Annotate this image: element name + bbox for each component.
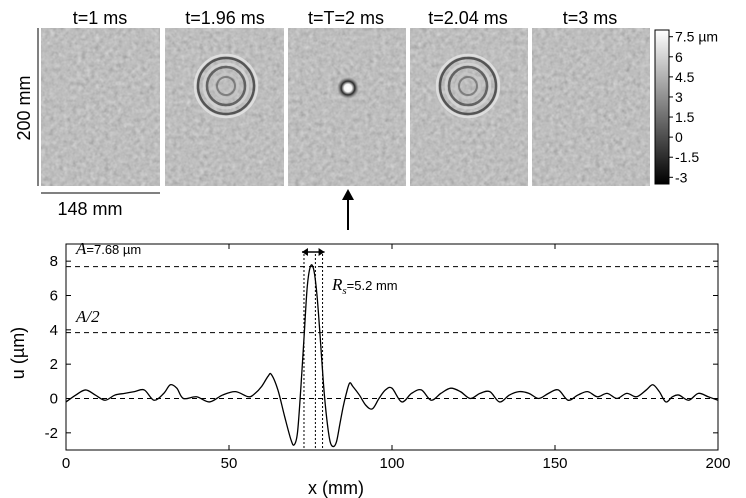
- x-tick-label: 0: [62, 455, 70, 472]
- half-amplitude-annotation: A/2: [75, 307, 100, 326]
- snapshot-figure: t=1 ms t=1.96 ms t=T=2 ms t=2.04 ms t=3 …: [14, 8, 718, 230]
- colorbar-tick-label: 7.5 µm: [675, 29, 718, 45]
- x-tick-label: 200: [705, 455, 730, 472]
- wave-rings: [193, 53, 259, 119]
- panel-time-label: t=3 ms: [563, 8, 618, 28]
- vertical-scale-label: 200 mm: [14, 75, 34, 140]
- up-arrow-icon: [342, 189, 354, 230]
- x-tick-label: 100: [379, 455, 404, 472]
- panel-time-label: t=2.04 ms: [428, 8, 508, 28]
- colorbar-tick-label: 0: [675, 129, 683, 145]
- plot-frame-box: [65, 243, 719, 451]
- snapshot-panel: [41, 28, 160, 186]
- horizontal-scale-label: 148 mm: [57, 199, 122, 219]
- colorbar-tick-label: 1.5: [675, 109, 695, 125]
- snapshot-panel: [165, 28, 284, 186]
- snapshot-panel: [288, 28, 406, 186]
- series-layer: [65, 264, 719, 448]
- displacement-series-line: [65, 264, 719, 448]
- y-tick-label: 6: [50, 288, 58, 305]
- y-tick-label: 2: [50, 356, 58, 373]
- colorbar-tick-label: 3: [675, 89, 683, 105]
- y-tick-label: -2: [45, 425, 58, 442]
- focus-spot: [337, 77, 359, 99]
- amplitude-annotation: A=7.68 µm: [75, 239, 141, 258]
- width-double-arrow: [301, 248, 325, 256]
- colorbar-tick-label: -1.5: [675, 149, 699, 165]
- x-tick-label: 50: [221, 455, 238, 472]
- y-tick-label: 8: [50, 253, 58, 270]
- x-axis-label: x (mm): [308, 478, 364, 498]
- panel-time-label: t=1 ms: [73, 8, 128, 28]
- snapshot-panel: [532, 28, 650, 186]
- plot-axes: [65, 243, 719, 451]
- x-tick-label: 150: [542, 455, 567, 472]
- radius-annotation: Rs=5.2 mm: [331, 275, 398, 297]
- panel-time-label: t=T=2 ms: [308, 8, 384, 28]
- wave-rings: [435, 53, 501, 119]
- panel-time-label: t=1.96 ms: [185, 8, 265, 28]
- reference-lines: [66, 248, 718, 450]
- colorbar-ticks: 7.5 µm 6 4.5 3 1.5 0 -1.5 -3: [669, 29, 718, 185]
- colorbar-tick-label: 6: [675, 49, 683, 65]
- snapshot-panel: [410, 28, 528, 186]
- y-axis-label: u (µm): [8, 327, 28, 379]
- colorbar: [654, 29, 670, 185]
- colorbar-tick-label: -3: [675, 169, 688, 185]
- y-tick-label: 4: [50, 322, 58, 339]
- y-tick-label: 0: [50, 391, 58, 408]
- colorbar-tick-label: 4.5: [675, 69, 695, 85]
